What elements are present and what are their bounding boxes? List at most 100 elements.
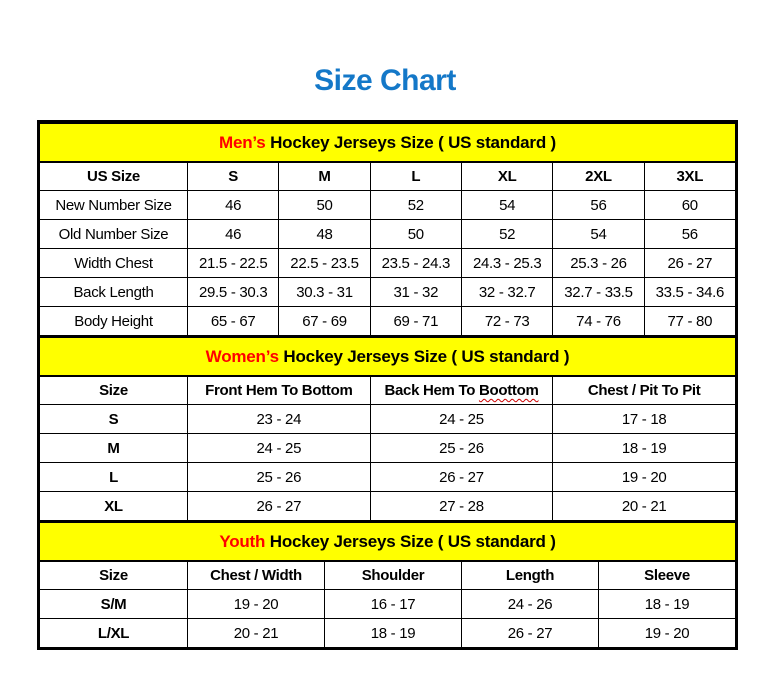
size-value: 24.3 - 25.3	[460, 248, 554, 278]
size-value: 29.5 - 30.3	[186, 277, 280, 307]
row-label: S	[39, 404, 188, 434]
size-value: 67 - 69	[278, 306, 371, 336]
table-row: Old Number Size 46 48 50 52 54 56	[39, 219, 737, 249]
size-value: 54	[460, 190, 554, 220]
size-value: 65 - 67	[186, 306, 280, 336]
youth-size-table: Youth Hockey Jerseys Size ( US standard …	[39, 521, 736, 648]
size-value: 25 - 26	[369, 433, 554, 463]
size-value: 69 - 71	[369, 306, 462, 336]
size-value: 25.3 - 26	[552, 248, 645, 278]
womens-size-table: Women’s Hockey Jerseys Size ( US standar…	[39, 336, 736, 521]
table-row: L 25 - 26 26 - 27 19 - 20	[39, 462, 736, 492]
row-label: Old Number Size	[39, 219, 188, 249]
table-row: L/XL 20 - 21 18 - 19 26 - 27 19 - 20	[39, 618, 736, 648]
size-value: 74 - 76	[552, 306, 645, 336]
row-label: S/M	[39, 589, 188, 619]
size-value: 22.5 - 23.5	[278, 248, 371, 278]
womens-table-title: Women’s Hockey Jerseys Size ( US standar…	[39, 336, 736, 377]
size-value: 23.5 - 24.3	[369, 248, 462, 278]
size-value: 33.5 - 34.6	[643, 277, 737, 307]
youth-table-band: Youth Hockey Jerseys Size ( US standard …	[39, 521, 736, 562]
size-value: 56	[643, 219, 737, 249]
size-value: 20 - 21	[552, 491, 736, 521]
column-header: M	[278, 161, 371, 191]
table-row: S/M 19 - 20 16 - 17 24 - 26 18 - 19	[39, 589, 736, 619]
size-value: 56	[552, 190, 645, 220]
size-value: 26 - 27	[187, 491, 371, 521]
size-value: 50	[278, 190, 371, 220]
column-header: Shoulder	[324, 560, 462, 590]
size-value: 24 - 25	[369, 404, 554, 434]
row-label: New Number Size	[39, 190, 188, 220]
mens-table-band: Men’s Hockey Jerseys Size ( US standard …	[39, 122, 736, 163]
column-header: Chest / Width	[187, 560, 325, 590]
column-header: Chest / Pit To Pit	[552, 375, 736, 405]
column-header: Length	[461, 560, 599, 590]
row-label: M	[39, 433, 188, 463]
column-header: Front Hem To Bottom	[187, 375, 371, 405]
womens-table-title-highlight: Women’s	[205, 346, 279, 366]
size-value: 27 - 28	[369, 491, 554, 521]
womens-table-title-rest: Hockey Jerseys Size ( US standard )	[283, 346, 570, 366]
row-label: L	[39, 462, 188, 492]
size-value: 77 - 80	[643, 306, 737, 336]
size-value: 54	[552, 219, 645, 249]
size-value: 32 - 32.7	[460, 277, 554, 307]
size-value: 18 - 19	[552, 433, 736, 463]
table-row: New Number Size 46 50 52 54 56 60	[39, 190, 737, 220]
size-value: 32.7 - 33.5	[552, 277, 645, 307]
size-value: 72 - 73	[460, 306, 554, 336]
youth-table-title-highlight: Youth	[219, 531, 266, 551]
table-row: XL 26 - 27 27 - 28 20 - 21	[39, 491, 736, 521]
size-value: 52	[369, 190, 462, 220]
mens-size-table: Men’s Hockey Jerseys Size ( US standard …	[39, 122, 737, 336]
table-row: S 23 - 24 24 - 25 17 - 18	[39, 404, 736, 434]
youth-table-title-rest: Hockey Jerseys Size ( US standard )	[269, 531, 556, 551]
womens-table-header-row: Size Front Hem To Bottom Back Hem To Boott…	[39, 375, 736, 405]
mens-table-title: Men’s Hockey Jerseys Size ( US standard …	[39, 122, 736, 163]
column-header: Size	[39, 375, 188, 405]
size-value: 52	[460, 219, 554, 249]
womens-table-body: S 23 - 24 24 - 25 17 - 18 M 24 - 25 25 - 26 18 …	[39, 404, 736, 521]
column-header: XL	[460, 161, 554, 191]
row-label: Width Chest	[39, 248, 188, 278]
page-title: Size Chart	[0, 64, 770, 98]
size-value: 31 - 32	[369, 277, 462, 307]
row-label: L/XL	[39, 618, 188, 648]
size-value: 21.5 - 22.5	[186, 248, 280, 278]
size-value: 46	[186, 190, 280, 220]
column-header: L	[369, 161, 462, 191]
column-header: 3XL	[643, 161, 737, 191]
youth-table-title: Youth Hockey Jerseys Size ( US standard …	[39, 521, 736, 562]
size-value: 23 - 24	[187, 404, 371, 434]
mens-table-title-highlight: Men’s	[218, 132, 266, 152]
column-header: S	[186, 161, 280, 191]
page-title-text: Size Chart	[314, 64, 456, 97]
table-row: Back Length 29.5 - 30.3 30.3 - 31 31 - 32 32…	[39, 277, 737, 307]
youth-table-body: S/M 19 - 20 16 - 17 24 - 26 18 - 19 L/XL 20 - …	[39, 589, 736, 648]
size-value: 26 - 27	[369, 462, 554, 492]
column-header: US Size	[39, 161, 188, 191]
size-value: 26 - 27	[461, 618, 599, 648]
size-value: 30.3 - 31	[278, 277, 371, 307]
column-header: Size	[39, 560, 188, 590]
row-label: Back Length	[39, 277, 188, 307]
mens-table-title-rest: Hockey Jerseys Size ( US standard )	[270, 132, 556, 152]
column-header: Sleeve	[598, 560, 736, 590]
size-value: 46	[186, 219, 280, 249]
misspelled-word: Boottom	[478, 382, 539, 399]
column-header: Back Hem To Boottom	[369, 375, 554, 405]
size-value: 19 - 20	[187, 589, 325, 619]
row-label: XL	[39, 491, 188, 521]
table-row: Width Chest 21.5 - 22.5 22.5 - 23.5 23.5 - …	[39, 248, 737, 278]
size-value: 50	[369, 219, 462, 249]
size-value: 16 - 17	[324, 589, 462, 619]
size-value: 24 - 26	[461, 589, 599, 619]
size-value: 24 - 25	[187, 433, 371, 463]
table-row: Body Height 65 - 67 67 - 69 69 - 71 72 - 73 7…	[39, 306, 737, 336]
size-value: 48	[278, 219, 371, 249]
size-value: 25 - 26	[187, 462, 371, 492]
size-value: 20 - 21	[187, 618, 325, 648]
size-value: 60	[643, 190, 737, 220]
size-value: 18 - 19	[598, 589, 736, 619]
